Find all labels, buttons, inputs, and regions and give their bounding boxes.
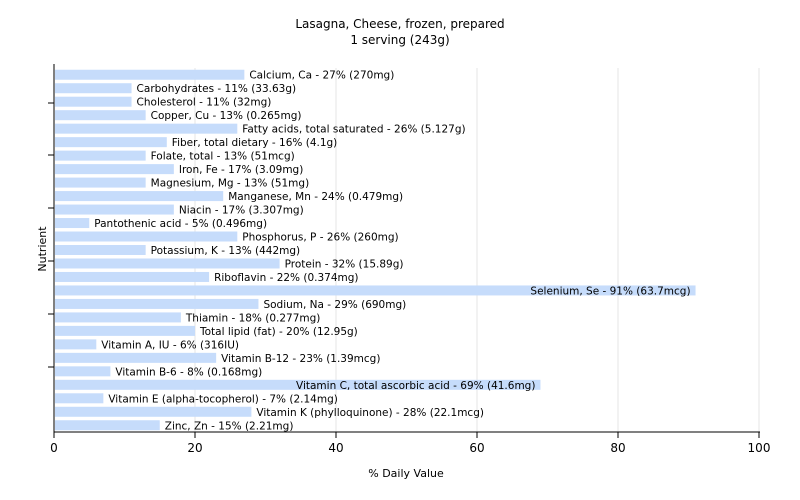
bar-data-label: Vitamin A, IU - 6% (316IU) — [101, 339, 239, 351]
bar — [55, 150, 146, 161]
x-tick-label: 60 — [469, 441, 484, 455]
bar — [55, 366, 111, 377]
x-tick-label: 0 — [50, 441, 58, 455]
bar — [55, 204, 174, 215]
bar-data-label: Zinc, Zn - 15% (2.21mg) — [165, 420, 294, 432]
bar — [55, 298, 259, 309]
y-axis-label: Nutrient — [36, 226, 49, 272]
bar — [55, 312, 181, 323]
axes — [48, 64, 760, 438]
x-tick-label: 40 — [328, 441, 343, 455]
bar-data-label: Vitamin B-6 - 8% (0.168mg) — [115, 366, 262, 378]
bar-data-label: Vitamin K (phylloquinone) - 28% (22.1mcg… — [256, 407, 484, 419]
bar — [55, 164, 174, 175]
bar-data-label: Copper, Cu - 13% (0.265mg) — [151, 110, 302, 122]
chart-title: Lasagna, Cheese, frozen, prepared — [295, 17, 504, 31]
data-labels: Calcium, Ca - 27% (270mg)Carbohydrates -… — [94, 70, 690, 433]
bar-data-label: Niacin - 17% (3.307mg) — [179, 205, 304, 217]
bar-data-label: Vitamin C, total ascorbic acid - 69% (41… — [296, 380, 535, 392]
bar-data-label: Riboflavin - 22% (0.374mg) — [214, 272, 358, 284]
bar-data-label: Fatty acids, total saturated - 26% (5.12… — [242, 124, 465, 136]
x-tick-label: 20 — [187, 441, 202, 455]
bar-data-label: Iron, Fe - 17% (3.09mg) — [179, 164, 303, 176]
bar — [55, 218, 90, 229]
bar-data-label: Carbohydrates - 11% (33.63g) — [137, 83, 297, 95]
x-tick-labels: 0 20 40 60 80 100 — [50, 441, 770, 455]
bar-data-label: Selenium, Se - 91% (63.7mcg) — [530, 285, 690, 297]
chart-subtitle: 1 serving (243g) — [350, 33, 449, 47]
bar-data-label: Magnesium, Mg - 13% (51mg) — [151, 178, 310, 190]
bar — [55, 325, 195, 336]
bar — [55, 191, 224, 202]
x-tick-label: 100 — [748, 441, 771, 455]
bar — [55, 123, 238, 134]
bar-data-label: Thiamin - 18% (0.277mg) — [185, 312, 321, 324]
x-tick-label: 80 — [610, 441, 625, 455]
bar-data-label: Cholesterol - 11% (32mg) — [137, 97, 272, 109]
bar-data-label: Pantothenic acid - 5% (0.496mg) — [94, 218, 267, 230]
bar — [55, 420, 160, 431]
bar — [55, 406, 252, 417]
bar — [55, 258, 280, 269]
bar — [55, 271, 210, 282]
bar — [55, 83, 132, 94]
bar-data-label: Calcium, Ca - 27% (270mg) — [249, 70, 394, 82]
bar — [55, 69, 245, 80]
gridlines — [194, 68, 760, 432]
bar — [55, 245, 146, 255]
bar-data-label: Protein - 32% (15.89g) — [285, 258, 404, 270]
bar — [55, 137, 167, 148]
bar-data-label: Total lipid (fat) - 20% (12.95g) — [199, 326, 358, 338]
bar — [55, 110, 146, 121]
bar — [55, 393, 104, 404]
bar — [55, 177, 146, 188]
bar — [55, 96, 132, 107]
bar — [55, 231, 238, 242]
bar-data-label: Vitamin E (alpha-tocopherol) - 7% (2.14m… — [108, 393, 338, 405]
bar-data-label: Phosphorus, P - 26% (260mg) — [242, 232, 398, 244]
bar — [55, 379, 541, 390]
bar-data-label: Vitamin B-12 - 23% (1.39mcg) — [221, 353, 380, 365]
bar-data-label: Manganese, Mn - 24% (0.479mg) — [228, 191, 403, 203]
x-axis-label: % Daily Value — [368, 467, 444, 480]
bar-data-label: Potassium, K - 13% (442mg) — [151, 245, 301, 257]
bar — [55, 339, 97, 350]
bar-data-label: Folate, total - 13% (51mcg) — [151, 151, 295, 163]
bars — [55, 69, 696, 431]
bar — [55, 285, 696, 296]
bar-data-label: Fiber, total dietary - 16% (4.1g) — [172, 137, 337, 149]
bar — [55, 352, 217, 363]
bar-data-label: Sodium, Na - 29% (690mg) — [263, 299, 406, 311]
